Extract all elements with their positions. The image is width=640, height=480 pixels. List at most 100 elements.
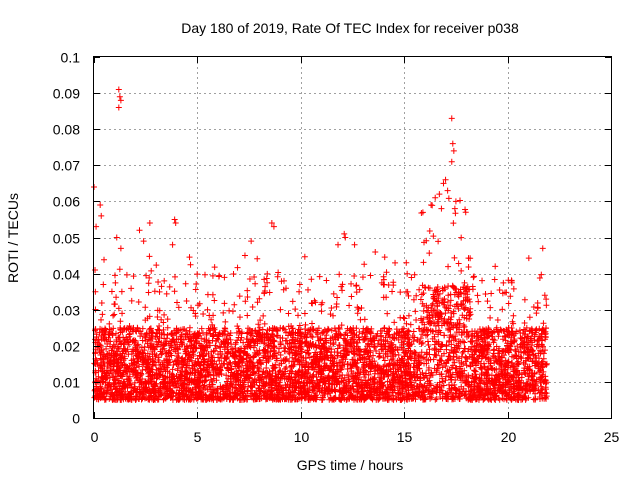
data-point	[363, 326, 370, 333]
data-point	[487, 304, 494, 311]
data-point	[127, 390, 134, 397]
data-point	[200, 352, 207, 359]
data-point	[455, 260, 462, 267]
data-point	[453, 285, 460, 292]
data-point	[440, 382, 447, 389]
data-point	[421, 284, 428, 291]
data-point	[219, 331, 226, 338]
data-point	[99, 311, 106, 318]
data-point	[460, 361, 467, 368]
data-point	[143, 272, 150, 279]
data-point	[464, 378, 471, 385]
data-point	[348, 368, 355, 375]
data-point	[461, 279, 468, 286]
data-point	[474, 292, 481, 299]
data-point	[397, 289, 404, 296]
data-point	[501, 363, 508, 370]
data-point	[101, 256, 108, 263]
data-point	[228, 365, 235, 372]
data-point	[530, 396, 537, 403]
data-point	[209, 321, 216, 328]
data-point	[124, 346, 131, 353]
data-point	[371, 336, 378, 343]
data-point	[293, 351, 300, 358]
data-point	[451, 254, 458, 261]
data-point	[305, 351, 312, 358]
data-point	[154, 333, 161, 340]
data-point	[208, 357, 215, 364]
data-point	[178, 389, 185, 396]
data-point	[538, 383, 545, 390]
data-point	[136, 383, 143, 390]
data-point	[524, 333, 531, 340]
data-point	[123, 271, 130, 278]
data-point	[308, 276, 315, 283]
data-point	[410, 389, 417, 396]
data-point	[390, 282, 397, 289]
data-point	[138, 371, 145, 378]
data-point	[389, 288, 396, 295]
data-point	[296, 379, 303, 386]
data-point	[318, 348, 325, 355]
data-point	[106, 395, 113, 402]
data-point	[478, 349, 485, 356]
data-point	[507, 293, 514, 300]
data-point	[464, 291, 471, 298]
data-point	[240, 369, 247, 376]
data-point	[425, 341, 432, 348]
data-point	[260, 354, 267, 361]
data-point	[268, 388, 275, 395]
data-point	[193, 280, 200, 287]
data-point	[339, 281, 346, 288]
data-point	[526, 328, 533, 335]
data-point	[384, 353, 391, 360]
data-point	[316, 342, 323, 349]
data-point	[509, 318, 516, 325]
data-point	[200, 366, 207, 373]
data-point	[146, 353, 153, 360]
data-point	[118, 341, 125, 348]
data-point	[508, 328, 515, 335]
data-point	[315, 370, 322, 377]
data-point	[507, 393, 514, 400]
data-point	[289, 325, 296, 332]
data-point	[146, 393, 153, 400]
data-point	[171, 339, 178, 346]
data-point	[263, 330, 270, 337]
data-point	[154, 326, 161, 333]
data-point	[260, 368, 267, 375]
data-point	[493, 372, 500, 379]
data-point	[358, 304, 365, 311]
data-point	[361, 373, 368, 380]
data-point	[201, 358, 208, 365]
data-point	[449, 283, 456, 290]
data-point	[539, 362, 546, 369]
data-point	[196, 340, 203, 347]
data-point	[207, 376, 214, 383]
data-point	[283, 376, 290, 383]
data-point	[498, 353, 505, 360]
data-point	[292, 350, 299, 357]
data-point	[196, 382, 203, 389]
data-point	[245, 357, 252, 364]
data-point	[347, 325, 354, 332]
data-point	[361, 361, 368, 368]
data-point	[105, 387, 112, 394]
data-point	[405, 340, 412, 347]
data-point	[412, 377, 419, 384]
data-point	[160, 396, 167, 403]
data-point	[178, 355, 185, 362]
data-point	[251, 273, 258, 280]
data-point	[361, 348, 368, 355]
data-point	[187, 335, 194, 342]
data-point	[359, 387, 366, 394]
data-point	[463, 354, 470, 361]
data-point	[414, 382, 421, 389]
data-point	[186, 324, 193, 331]
data-point	[396, 328, 403, 335]
data-point	[245, 379, 252, 386]
data-point	[529, 339, 536, 346]
data-point	[415, 352, 422, 359]
data-point	[411, 271, 418, 278]
